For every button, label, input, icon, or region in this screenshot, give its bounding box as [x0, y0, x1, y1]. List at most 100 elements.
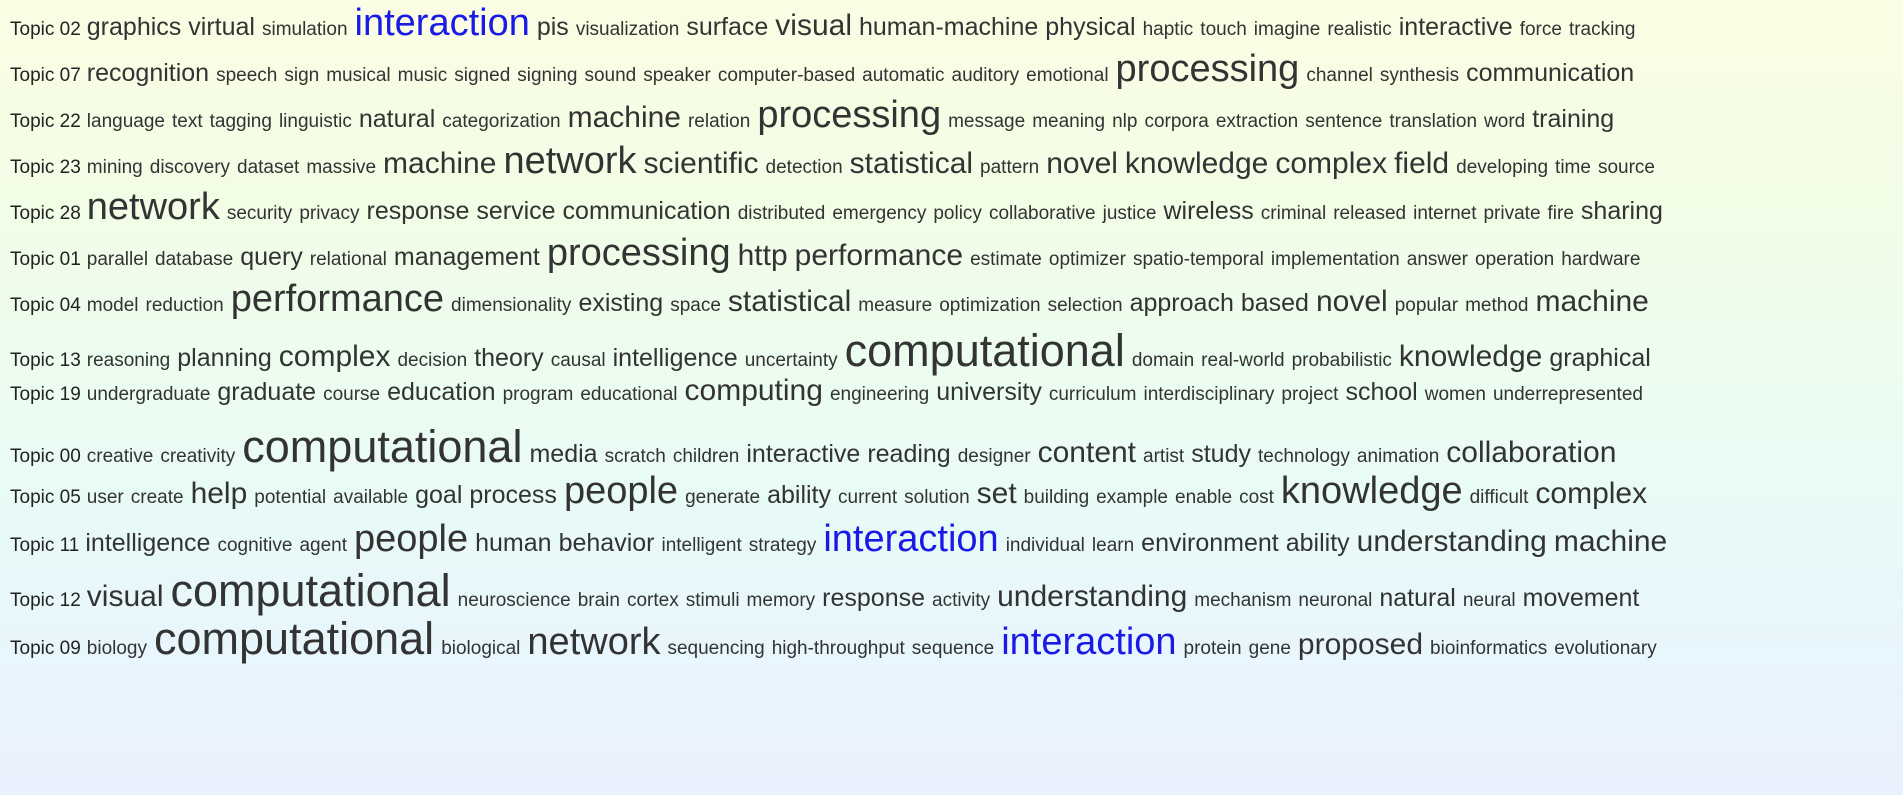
- topic-word: children: [672, 446, 740, 467]
- topic-word: physical: [1045, 13, 1136, 41]
- topic-word: machine: [567, 101, 681, 134]
- topic-word: program: [502, 384, 574, 405]
- topic-word: agent: [299, 535, 347, 556]
- topic-word: scratch: [604, 446, 666, 467]
- topic-word: network: [527, 621, 661, 663]
- topic-word: implementation: [1270, 249, 1400, 270]
- topic-word: dataset: [237, 157, 300, 178]
- topic-word: study: [1191, 440, 1251, 468]
- topic-word: detection: [765, 157, 843, 178]
- topic-word: university: [936, 378, 1042, 406]
- topic-word: speaker: [643, 65, 711, 86]
- topic-word: animation: [1356, 446, 1440, 467]
- topic-word: touch: [1200, 19, 1247, 40]
- topic-word: behavior: [558, 529, 655, 557]
- topic-word: computational: [154, 613, 435, 664]
- topic-word: reading: [867, 440, 951, 468]
- topic-word: curriculum: [1048, 384, 1137, 405]
- topic-word: project: [1281, 384, 1339, 405]
- topic-word: natural: [1379, 584, 1456, 612]
- topic-label: Topic 19: [10, 384, 81, 405]
- topic-word: ability: [767, 481, 831, 509]
- topic-word: language: [86, 111, 165, 132]
- topic-word: decision: [397, 350, 468, 371]
- topic-word: gene: [1248, 638, 1291, 659]
- topic-word: surface: [686, 13, 769, 41]
- topic-word: complex: [1535, 477, 1648, 510]
- topic-word: neuronal: [1298, 590, 1373, 611]
- topic-word: justice: [1102, 203, 1157, 224]
- topic-word: security: [226, 203, 293, 224]
- topic-word: http: [737, 239, 788, 272]
- topic-word: example: [1096, 487, 1168, 508]
- topic-row: Topic 12 visual computational neuroscience b…: [10, 568, 1646, 613]
- topic-word: translation: [1389, 111, 1478, 132]
- topic-word: building: [1023, 487, 1090, 508]
- topic-word: graphics: [86, 13, 182, 41]
- topic-word: performance: [794, 239, 964, 272]
- topic-word: operation: [1475, 249, 1555, 270]
- topic-word: scientific: [643, 147, 759, 180]
- topic-word: communication: [1466, 59, 1635, 87]
- topic-word: spatio-temporal: [1132, 249, 1264, 270]
- topic-word: computer-based: [717, 65, 856, 86]
- topic-word: school: [1345, 378, 1418, 406]
- topic-word: selection: [1047, 295, 1123, 316]
- topic-row: Topic 07 recognition speech sign musical musi…: [10, 50, 1641, 88]
- topic-word: service: [476, 197, 556, 225]
- topic-word: realistic: [1327, 19, 1392, 40]
- topic-word: management: [393, 243, 540, 271]
- topic-word: machine: [1553, 525, 1668, 558]
- topic-word: synthesis: [1379, 65, 1460, 86]
- topic-word: meaning: [1032, 111, 1106, 132]
- topic-word: sentence: [1305, 111, 1383, 132]
- topic-word: uncertainty: [744, 350, 838, 371]
- topic-word: response: [822, 584, 926, 612]
- topic-word: creativity: [160, 446, 236, 467]
- topic-word: processing: [757, 94, 942, 136]
- topic-word: education: [387, 378, 496, 406]
- topic-word: processing: [1115, 48, 1300, 90]
- topic-word: released: [1333, 203, 1407, 224]
- topic-word: novel: [1315, 285, 1388, 318]
- topic-word: evolutionary: [1554, 638, 1657, 659]
- topic-word: network: [86, 186, 220, 228]
- topic-word: neural: [1462, 590, 1516, 611]
- topic-word: cortex: [626, 590, 679, 611]
- topic-word: educational: [580, 384, 678, 405]
- topic-word: ability: [1285, 529, 1350, 557]
- topic-word: private: [1483, 203, 1541, 224]
- topic-word: undergraduate: [86, 384, 211, 405]
- topic-word: intelligence: [85, 529, 211, 557]
- topic-word: answer: [1406, 249, 1468, 270]
- topic-word: biology: [86, 638, 147, 659]
- topic-word: tagging: [209, 111, 272, 132]
- topic-word: intelligence: [612, 344, 738, 372]
- topic-word: computational: [242, 421, 523, 472]
- topic-word: relation: [687, 111, 751, 132]
- topic-row: Topic 05 user create help potential available…: [10, 472, 1654, 510]
- topic-word: discovery: [149, 157, 231, 178]
- topic-word: measure: [858, 295, 933, 316]
- topic-word: sequence: [911, 638, 995, 659]
- topic-word: statistical: [849, 147, 974, 180]
- topic-word: signing: [517, 65, 578, 86]
- topic-word: current: [838, 487, 898, 508]
- topic-word: content: [1037, 436, 1137, 469]
- topic-word: parallel: [86, 249, 149, 270]
- topic-word: sequencing: [667, 638, 765, 659]
- topic-row: Topic 02 graphics virtual simulation interac…: [10, 4, 1642, 42]
- topic-word: message: [948, 111, 1026, 132]
- topic-word: people: [563, 470, 679, 512]
- topic-label: Topic 01: [10, 249, 81, 270]
- topic-word: popular: [1394, 295, 1459, 316]
- topic-word: reasoning: [86, 350, 171, 371]
- topic-word: collaboration: [1446, 436, 1617, 469]
- topic-word: nlp: [1112, 111, 1138, 132]
- topic-word: optimizer: [1048, 249, 1126, 270]
- topic-word: graduate: [217, 378, 317, 406]
- topic-word: cognitive: [217, 535, 293, 556]
- topic-word: stimuli: [685, 590, 740, 611]
- topic-word: natural: [358, 105, 436, 133]
- topic-word: engineering: [829, 384, 930, 405]
